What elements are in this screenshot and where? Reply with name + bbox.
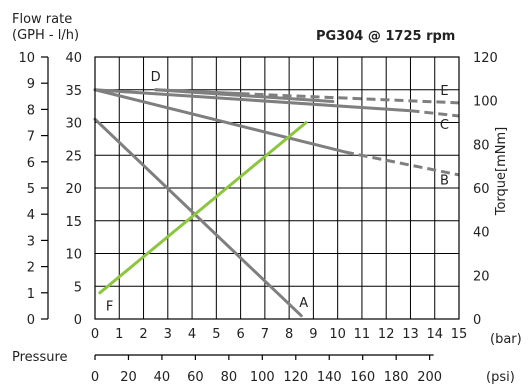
curve-label-A: A (299, 296, 308, 311)
y-tick-gph-7: 7 (27, 130, 35, 145)
axes-group: 0 1 2 3 4 5 6 7 8 9 10 11 12 13 14 15051015202530354001… (18, 51, 497, 385)
x-tick-bar-10: 10 (329, 327, 346, 342)
chart-title: PG304 @ 1725 rpm (316, 29, 455, 44)
x-tick-bar-9: 9 (309, 327, 317, 342)
x-tick-bar-6: 6 (236, 327, 244, 342)
series-E-dashed-line (240, 92, 460, 105)
y-tick-gph-2: 2 (27, 261, 35, 276)
x-tick-bar-3: 3 (164, 327, 172, 342)
x-tick-psi-120: 120 (283, 370, 308, 385)
y-tick-lh-10: 10 (65, 248, 82, 263)
y-tick-torque-80: 80 (473, 138, 490, 153)
y-tick-lh-20: 20 (65, 182, 82, 197)
x-tick-bar-5: 5 (212, 327, 220, 342)
y-left-label-line2: (GPH - l/h) (12, 28, 79, 43)
x-tick-bar-0: 0 (91, 327, 99, 342)
y-tick-torque-60: 60 (473, 182, 490, 197)
plot-frame (94, 56, 460, 320)
y-tick-gph-4: 4 (27, 208, 35, 223)
curve-label-D: D (151, 70, 161, 85)
x-tick-psi-0: 0 (91, 370, 99, 385)
y-tick-gph-10: 10 (18, 51, 35, 66)
series-E-line (154, 88, 243, 96)
x-tick-bar-15: 15 (451, 327, 468, 342)
y-tick-lh-30: 30 (65, 117, 82, 132)
series-C-line (93, 88, 412, 113)
y-right-label: Torque[mNm] (494, 127, 509, 217)
y-tick-gph-1: 1 (27, 287, 35, 302)
y-tick-torque-0: 0 (473, 313, 481, 328)
curve-label-F: F (106, 299, 113, 314)
curve-label-B: B (440, 174, 449, 189)
x-tick-bar-12: 12 (378, 327, 395, 342)
y-tick-torque-40: 40 (473, 226, 490, 241)
y-tick-lh-25: 25 (65, 149, 82, 164)
x-tick-psi-180: 180 (384, 370, 409, 385)
series-F-line (98, 121, 308, 295)
x-tick-bar-13: 13 (402, 327, 419, 342)
x-tick-psi-20: 20 (120, 370, 137, 385)
y-tick-lh-0: 0 (74, 313, 82, 328)
y-tick-gph-9: 9 (27, 77, 35, 92)
x-tick-bar-7: 7 (261, 327, 269, 342)
x-tick-bar-14: 14 (426, 327, 443, 342)
x-tick-psi-160: 160 (350, 370, 375, 385)
series-A-line (93, 117, 303, 318)
x-tick-bar-8: 8 (285, 327, 293, 342)
x-tick-psi-140: 140 (317, 370, 342, 385)
y-left-label-line1: Flow rate (12, 12, 72, 27)
x-tick-psi-200: 200 (417, 370, 442, 385)
x-tick-psi-40: 40 (154, 370, 171, 385)
y-tick-gph-3: 3 (27, 234, 35, 249)
series-B-dashed-line (344, 150, 460, 177)
y-tick-gph-5: 5 (27, 182, 35, 197)
y-tick-torque-100: 100 (473, 95, 498, 110)
curve-label-C: C (440, 118, 449, 133)
x-tick-bar-2: 2 (139, 327, 147, 342)
y-tick-lh-15: 15 (65, 215, 82, 230)
x-unit-psi: (psi) (486, 370, 515, 385)
x-tick-psi-100: 100 (250, 370, 275, 385)
series-B-line (93, 88, 347, 154)
x-tick-psi-60: 60 (187, 370, 204, 385)
x-unit-bar: (bar) (490, 332, 522, 347)
x-tick-bar-11: 11 (354, 327, 371, 342)
x-tick-psi-80: 80 (221, 370, 238, 385)
y-tick-gph-0: 0 (27, 313, 35, 328)
y-tick-gph-6: 6 (27, 156, 35, 171)
y-tick-torque-120: 120 (473, 51, 498, 66)
plot-border (94, 56, 460, 320)
x-tick-bar-1: 1 (115, 327, 123, 342)
y-tick-lh-35: 35 (65, 84, 82, 99)
series-group: A B C D E F (93, 70, 460, 318)
y-tick-torque-20: 20 (473, 269, 490, 284)
y-tick-lh-5: 5 (74, 280, 82, 295)
series-C-dashed-line (410, 109, 460, 118)
y-tick-gph-8: 8 (27, 103, 35, 118)
x-label: Pressure (12, 350, 68, 365)
x-tick-bar-4: 4 (188, 327, 196, 342)
curve-label-E: E (440, 84, 448, 99)
y-tick-lh-40: 40 (65, 51, 82, 66)
